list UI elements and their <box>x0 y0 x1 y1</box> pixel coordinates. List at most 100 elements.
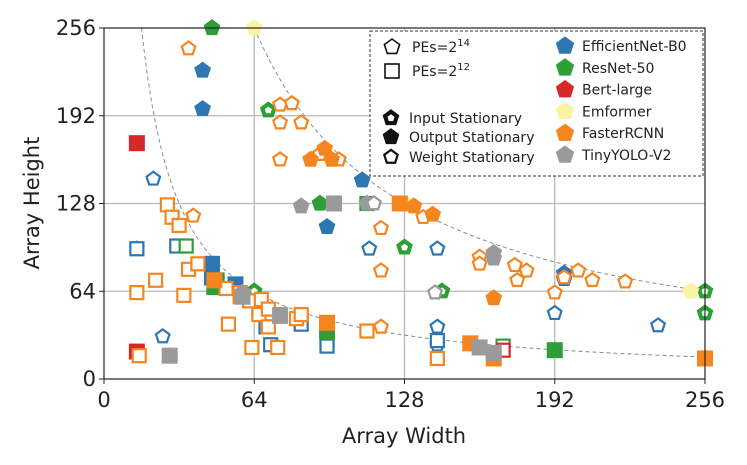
point-71 <box>546 284 563 300</box>
point-112 <box>365 195 383 211</box>
reference-curve-0 <box>253 28 705 292</box>
legend-shape-pe14: PEs=214 <box>383 38 470 56</box>
legend-series-0: EfficientNet-B0 <box>555 36 687 55</box>
point-84 <box>171 217 187 234</box>
point-100 <box>270 339 286 356</box>
point-60 <box>372 262 390 278</box>
point-44 <box>128 135 145 152</box>
point-79 <box>129 285 145 301</box>
data-points <box>128 19 714 367</box>
legend-series-label-1: ResNet-50 <box>582 61 654 77</box>
legend-series-1: ResNet-50 <box>555 58 654 77</box>
legend-dataflow-weight: Weight Stationary <box>382 148 535 166</box>
point-66 <box>518 262 535 278</box>
x-tick-label-2: 128 <box>384 388 424 412</box>
legend-dataflow-output: Output Stationary <box>382 128 534 146</box>
pentagon-outline-icon <box>383 38 401 55</box>
point-63 <box>471 255 488 271</box>
point-58 <box>185 207 202 223</box>
legend-dataflow-label-weight: Weight Stationary <box>409 150 535 166</box>
legend-series-3: Emformer <box>555 101 652 120</box>
point-55 <box>272 151 289 167</box>
point-121 <box>234 288 251 305</box>
point-73 <box>302 150 319 167</box>
point-119 <box>485 344 502 361</box>
point-110 <box>292 197 310 214</box>
legend-shape-label-pe12: PEs=212 <box>412 62 470 80</box>
point-85 <box>176 287 192 303</box>
legend-series-icon-1 <box>555 58 575 76</box>
point-87 <box>190 256 206 272</box>
legend-series-2: Bert-large <box>555 79 652 99</box>
point-105 <box>319 314 336 331</box>
y-tick-label-2: 128 <box>56 192 96 216</box>
point-72 <box>372 318 390 334</box>
point-26 <box>319 338 335 354</box>
axis-ticks: 0 64 128 192 256 0 64 128 192 256 <box>56 16 725 412</box>
point-98 <box>220 316 237 332</box>
point-67 <box>556 269 573 285</box>
point-11 <box>649 317 667 333</box>
legend-series-label-4: FasterRCNN <box>582 126 664 142</box>
point-32 <box>396 238 413 255</box>
point-120 <box>161 347 178 364</box>
x-tick-label-0: 0 <box>97 388 110 412</box>
point-53 <box>283 94 300 111</box>
x-axis-title: Array Width <box>342 424 466 448</box>
point-101 <box>260 319 276 335</box>
point-29 <box>203 19 221 36</box>
x-tick-label-3: 192 <box>535 388 575 412</box>
point-4 <box>154 328 171 344</box>
point-97 <box>293 306 309 323</box>
point-81 <box>148 272 164 288</box>
point-13 <box>353 171 371 188</box>
point-82 <box>159 197 175 213</box>
point-7 <box>429 240 446 256</box>
legend-shape-exponent-pe14: 14 <box>457 38 470 49</box>
legend-dataflow-icon-weight <box>382 148 400 164</box>
legend-series: EfficientNet-B0 ResNet-50 Bert-large Emform… <box>555 36 687 164</box>
point-99 <box>244 339 260 356</box>
square-outline-icon <box>384 63 400 79</box>
point-52 <box>272 114 289 130</box>
point-10 <box>546 304 563 321</box>
legend-dataflow-input: Input Stationary <box>382 109 522 127</box>
legend: PEs=214 PEs=212 Input Stationary Output Sta… <box>369 30 704 177</box>
legend-series-5: TinyYOLO-V2 <box>555 145 671 164</box>
point-0 <box>194 100 211 117</box>
point-59 <box>372 219 390 236</box>
x-tick-label-1: 64 <box>241 388 268 412</box>
point-2 <box>145 170 162 186</box>
point-54 <box>293 114 310 130</box>
y-tick-label-3: 192 <box>56 104 96 128</box>
point-117 <box>326 195 343 212</box>
legend-series-icon-4 <box>555 123 575 141</box>
point-106 <box>391 195 408 212</box>
point-49 <box>682 282 700 299</box>
point-122 <box>272 307 289 324</box>
point-19 <box>129 241 145 257</box>
point-104 <box>206 272 223 289</box>
legend-dataflow-label-output: Output Stationary <box>409 130 534 146</box>
y-tick-label-4: 256 <box>56 16 96 40</box>
point-116 <box>426 284 444 300</box>
y-tick-label-0: 0 <box>83 367 96 391</box>
legend-series-label-5: TinyYOLO-V2 <box>581 148 671 164</box>
legend-series-icon-2 <box>555 79 575 98</box>
point-118 <box>471 339 488 356</box>
point-68 <box>570 262 587 278</box>
point-69 <box>584 271 601 288</box>
point-12 <box>318 217 336 234</box>
legend-dataflow-label-input: Input Stationary <box>409 111 522 127</box>
legend-shape-label-pe14: PEs=214 <box>412 38 470 56</box>
legend-dataflow-icon-output <box>382 128 400 145</box>
point-74 <box>316 139 334 156</box>
legend-series-label-3: Emformer <box>582 104 652 120</box>
legend-shapes-and-dataflows: PEs=214 PEs=212 Input Stationary Output Sta… <box>382 38 535 166</box>
y-axis-title: Array Height <box>20 137 44 270</box>
point-50 <box>180 40 197 56</box>
point-102 <box>359 323 375 339</box>
point-40 <box>546 342 563 359</box>
y-tick-label-1: 64 <box>69 279 96 303</box>
